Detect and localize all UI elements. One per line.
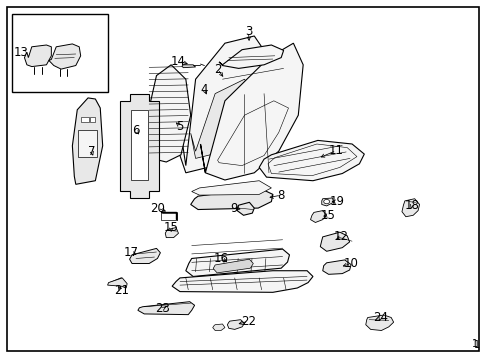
Text: 1: 1 <box>471 339 477 349</box>
Bar <box>131 110 147 180</box>
Text: 8: 8 <box>277 189 285 202</box>
Polygon shape <box>176 36 264 173</box>
Text: 7: 7 <box>88 145 96 158</box>
Text: 15: 15 <box>321 209 335 222</box>
Polygon shape <box>310 211 326 222</box>
Bar <box>81 117 88 122</box>
Text: 20: 20 <box>150 202 164 215</box>
Text: 11: 11 <box>328 144 343 157</box>
Bar <box>12 14 107 92</box>
Text: 17: 17 <box>123 246 138 259</box>
Polygon shape <box>72 98 102 184</box>
Text: 22: 22 <box>241 315 255 328</box>
Polygon shape <box>237 202 254 215</box>
Text: 14: 14 <box>171 55 185 68</box>
Polygon shape <box>190 79 254 158</box>
Text: 1: 1 <box>473 340 479 350</box>
Polygon shape <box>191 181 271 195</box>
Polygon shape <box>120 94 159 198</box>
Polygon shape <box>401 199 419 217</box>
Text: 19: 19 <box>329 195 344 208</box>
Polygon shape <box>129 248 160 264</box>
Text: 6: 6 <box>132 124 140 137</box>
Polygon shape <box>138 302 194 315</box>
Polygon shape <box>365 315 393 330</box>
Text: 16: 16 <box>213 252 228 265</box>
Text: 9: 9 <box>229 202 237 215</box>
Text: 15: 15 <box>163 221 178 234</box>
Polygon shape <box>200 43 303 180</box>
Text: 21: 21 <box>114 284 128 297</box>
Bar <box>78 130 97 157</box>
Text: 5: 5 <box>176 120 183 132</box>
Circle shape <box>323 199 329 204</box>
Polygon shape <box>259 140 364 181</box>
Text: 12: 12 <box>333 230 348 243</box>
Polygon shape <box>219 45 283 68</box>
Polygon shape <box>165 228 178 238</box>
Polygon shape <box>24 45 51 67</box>
Polygon shape <box>182 65 195 68</box>
Polygon shape <box>212 324 224 330</box>
Polygon shape <box>172 271 312 292</box>
Text: 4: 4 <box>200 83 208 96</box>
Text: 18: 18 <box>404 199 418 212</box>
Text: 24: 24 <box>372 311 387 324</box>
Polygon shape <box>49 44 81 69</box>
Polygon shape <box>320 232 349 251</box>
Polygon shape <box>322 260 350 274</box>
Polygon shape <box>321 198 333 206</box>
Polygon shape <box>107 278 127 288</box>
Polygon shape <box>213 259 253 273</box>
Text: 13: 13 <box>14 46 28 59</box>
Text: 23: 23 <box>155 302 169 315</box>
Text: 3: 3 <box>244 25 252 38</box>
Polygon shape <box>146 65 190 162</box>
Text: 2: 2 <box>213 63 221 76</box>
Text: 10: 10 <box>343 257 358 270</box>
Polygon shape <box>227 320 244 329</box>
Polygon shape <box>185 249 289 276</box>
Bar <box>161 212 177 220</box>
Bar <box>90 117 95 122</box>
Polygon shape <box>190 188 272 210</box>
